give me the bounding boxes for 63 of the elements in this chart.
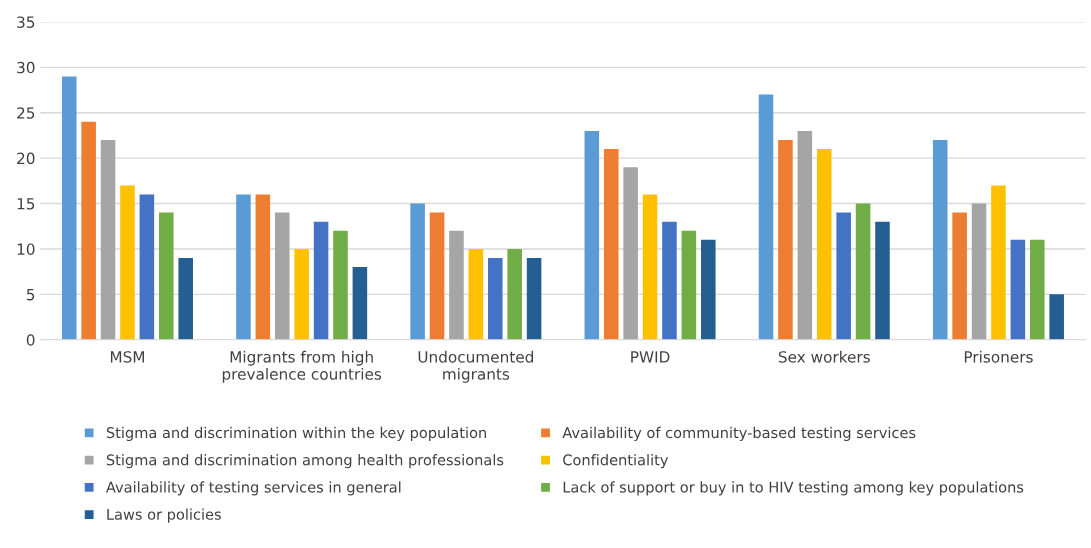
bar — [178, 258, 193, 340]
bar — [1010, 239, 1026, 340]
bar — [991, 185, 1006, 340]
bar — [294, 248, 309, 340]
bar — [971, 203, 987, 340]
legend-label: Lack of support or buy in to HIV testing among key populations — [563, 481, 1024, 496]
x-tick-label: Migrants from high prevalence countries — [222, 350, 382, 383]
legend-label: Stigma and discrimination among health professionals — [106, 454, 504, 469]
y-tick-label: 35 — [17, 16, 35, 28]
legend-label: Availability of testing services in general — [106, 481, 401, 496]
x-tick-label: PWID — [631, 351, 670, 363]
y-tick-label: 30 — [17, 61, 35, 74]
bar — [623, 167, 638, 340]
bar — [855, 203, 871, 340]
bar — [526, 258, 542, 340]
bar — [313, 221, 329, 340]
bar — [120, 185, 135, 340]
bar — [952, 212, 967, 340]
bar — [662, 221, 677, 340]
bar — [778, 139, 793, 340]
legend-label: Availability of community-based testing services — [562, 426, 916, 441]
bar — [642, 194, 658, 340]
bar — [507, 248, 522, 340]
bar — [487, 258, 503, 340]
bar — [681, 230, 697, 340]
bar — [449, 230, 464, 340]
bar — [352, 267, 368, 340]
y-tick-label: 0 — [26, 334, 35, 346]
bar — [333, 230, 348, 340]
legend-label: Stigma and discrimination within the key population — [106, 426, 486, 441]
bar — [701, 239, 716, 340]
bar — [816, 149, 832, 340]
bar — [584, 130, 600, 340]
bar — [100, 139, 116, 340]
bar — [429, 212, 445, 340]
bar — [932, 139, 948, 340]
y-tick-label: 25 — [17, 107, 35, 119]
x-tick-label: Prisoners — [964, 350, 1033, 363]
y-tick-label: 20 — [17, 152, 35, 165]
bar — [274, 212, 290, 340]
x-tick-label: Undocumented migrants — [418, 350, 533, 383]
bar — [1049, 294, 1064, 340]
bar — [836, 212, 851, 340]
bar — [468, 248, 484, 340]
bar — [875, 221, 890, 340]
bar — [758, 94, 774, 340]
legend-label: Laws or policies — [107, 508, 221, 523]
y-tick-label: 10 — [17, 243, 35, 255]
bar — [410, 203, 425, 340]
x-tick-label: Sex workers — [778, 350, 870, 363]
bar — [797, 130, 813, 340]
bar — [255, 194, 271, 340]
bar — [139, 194, 155, 340]
bar — [61, 76, 77, 340]
bar — [1029, 239, 1045, 340]
bar — [603, 149, 619, 340]
y-tick-label: 5 — [26, 289, 35, 301]
bar — [236, 194, 251, 340]
bar — [159, 212, 174, 340]
y-tick-label: 15 — [17, 198, 35, 210]
legend-label: Confidentiality — [563, 454, 669, 469]
x-tick-label: MSM — [110, 351, 144, 363]
bar — [81, 121, 96, 340]
